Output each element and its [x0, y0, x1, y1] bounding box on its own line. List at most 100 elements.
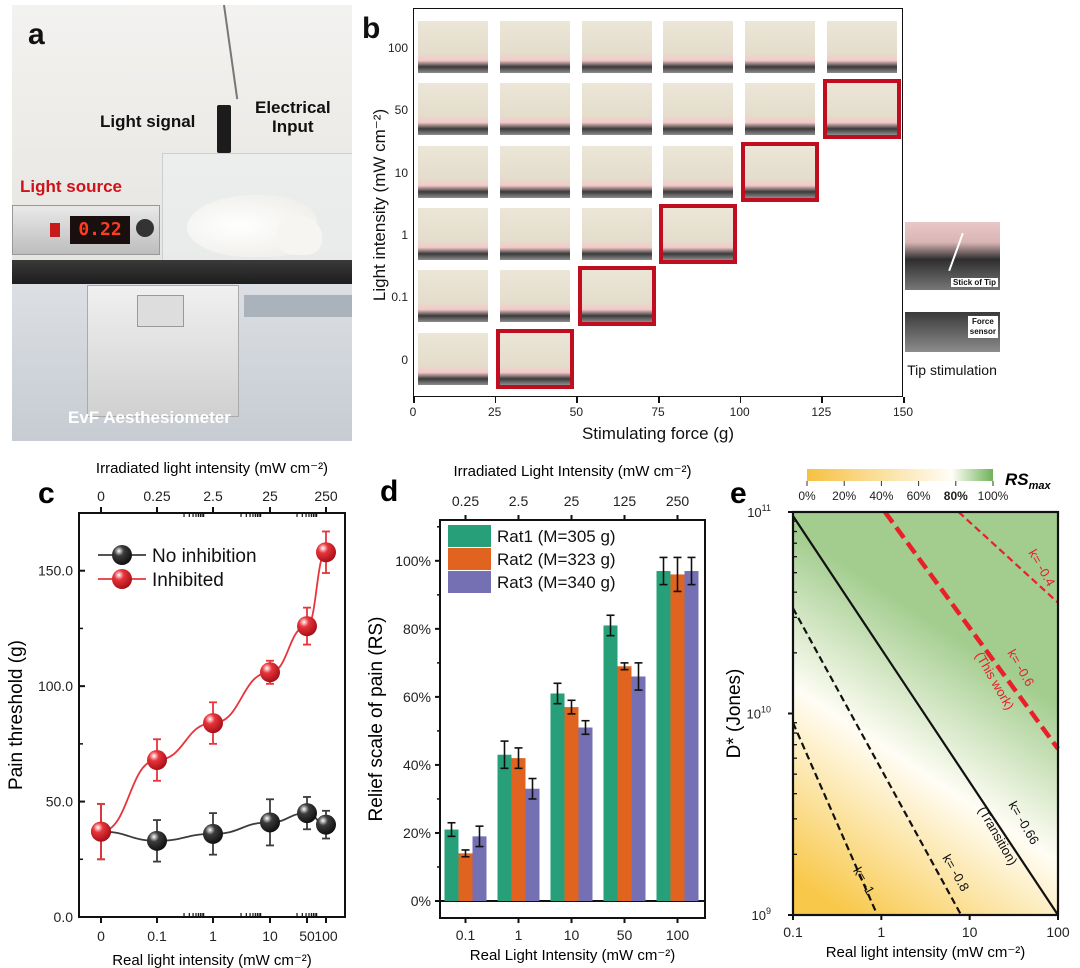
c-legend-label: No inhibition: [152, 546, 257, 567]
b-x-tick-mark: [903, 397, 905, 403]
d-legend-label: Rat3 (M=340 g): [497, 573, 616, 592]
c-y-tick-label: 150.0: [38, 563, 73, 579]
arrow-icon: [948, 232, 964, 272]
c-data-point: [297, 803, 317, 824]
e-y-tick-exponent: 10: [761, 705, 771, 715]
d-x-tick-label: 1: [515, 927, 523, 943]
b-y-tick-label: 0.1: [391, 290, 408, 305]
panel-letter-e: e: [730, 477, 747, 510]
c-x-tick-label: 0.1: [147, 928, 167, 944]
c-y-axis-title: Pain threshold (g): [6, 640, 27, 790]
b-x-tick-label: 75: [651, 405, 665, 419]
e-line-k-neg1: [791, 722, 879, 916]
b-x-axis-title: Stimulating force (g): [581, 424, 735, 443]
label-electrical-input-line1: Electrical: [255, 98, 331, 117]
d-y-axis-title: Relief scale of pain (RS): [366, 617, 387, 822]
c-x-axis-title: Real light intensity (mW cm⁻²): [112, 952, 312, 968]
d-x2-tick-label: 125: [613, 493, 637, 509]
c-x-tick-label: 1: [209, 928, 217, 944]
c-y-tick-label: 0.0: [54, 909, 74, 925]
light-source-device: [12, 205, 160, 255]
panel-letter-a: a: [28, 18, 45, 51]
c-x-tick-label: 100: [314, 928, 338, 944]
d-y-tick-label: 40%: [403, 757, 431, 773]
b-x-tick-label: 0: [409, 405, 417, 419]
inset-sensor-label-line2: sensor: [969, 327, 996, 336]
d-bar-3-2: [631, 676, 646, 901]
d-bar-2-2: [578, 727, 593, 901]
e-line-k-neg0_66: [792, 515, 1059, 916]
d-bar-0-2: [472, 836, 487, 901]
control-knob: [136, 219, 154, 237]
paw-thumbnail: [499, 21, 570, 73]
paw-thumbnail-threshold: [577, 266, 656, 327]
c-legend-marker: [112, 569, 132, 589]
d-legend-swatch: [448, 525, 491, 547]
d-y-tick-label: 80%: [403, 621, 431, 637]
c-data-point: [316, 542, 336, 563]
paw-thumbnail: [663, 21, 734, 73]
d-y-tick-label: 20%: [403, 825, 431, 841]
b-y-tick-label: 1: [401, 227, 408, 242]
paw-thumbnail: [499, 207, 570, 260]
b-x-tick-mark: [821, 397, 823, 403]
d-legend-swatch: [448, 571, 491, 593]
paw-thumbnail: [418, 21, 489, 73]
d-bar-4-1: [670, 574, 685, 901]
paw-thumbnail: [499, 270, 570, 323]
shelf: [12, 260, 352, 284]
d-bar-0-1: [458, 853, 473, 901]
paw-thumbnail: [581, 21, 652, 73]
e-line-k-neg0_6: [883, 510, 1060, 751]
paw-thumbnail: [744, 21, 815, 73]
label-electrical-input: Electrical Input: [255, 98, 331, 136]
e-colorbar-tick-label: 100%: [978, 489, 1009, 503]
e-colorbar-title: RSmax: [1005, 470, 1052, 492]
power-switch: [50, 223, 60, 237]
e-y-axis-title: D* (Jones): [724, 669, 745, 759]
b-x-tick-mark: [658, 397, 660, 403]
d-bar-3-0: [603, 625, 618, 901]
aesthesiometer-screen: [137, 295, 184, 327]
e-y-tick-exponent: 9: [766, 906, 771, 916]
c-data-point: [260, 812, 280, 833]
b-y-tick-label: 10: [394, 165, 408, 180]
e-line-k-neg0_4: [957, 511, 1059, 604]
paw-thumbnail: [581, 145, 652, 198]
d-x2-tick-label: 2.5: [509, 493, 529, 509]
e-x-tick-label: 1: [877, 924, 885, 940]
d-x2-tick-label: 25: [564, 493, 580, 509]
label-light-signal: Light signal: [100, 112, 196, 131]
light-sensor-probe: [217, 105, 231, 153]
paw-withdrawal-grid-frame: [413, 8, 903, 397]
d-bar-4-2: [684, 571, 699, 901]
d-y-tick-label: 0%: [411, 893, 431, 909]
e-x-tick-label: 100: [1046, 924, 1070, 940]
b-x-tick-mark: [494, 397, 497, 403]
paw-thumbnail: [744, 83, 815, 136]
c-x-tick-label: 10: [262, 928, 278, 944]
c-x2-axis-title: Irradiated light intensity (mW cm⁻²): [96, 460, 328, 477]
c-x2-tick-label: 2.5: [203, 488, 223, 504]
e-colorbar: [807, 469, 993, 481]
chart-c: c 0.0 50.0 100.0 150.0 0 0.1 1 10 50 100 0 0.25 2.5 25…: [6, 460, 346, 968]
d-y-tick-label: 60%: [403, 689, 431, 705]
paw-thumbnail-threshold: [822, 79, 901, 140]
label-aesthesiometer: EvF Aesthesiometer: [68, 408, 231, 427]
c-data-point: [203, 713, 223, 734]
paw-thumbnail: [418, 83, 489, 136]
b-x-tick-label: 100: [729, 405, 750, 419]
c-x2-tick-label: 250: [314, 488, 338, 504]
e-y-tick-label: 1011: [747, 503, 771, 520]
c-x-tick-label: 50: [299, 928, 315, 944]
paw-thumbnail: [663, 145, 734, 198]
d-x-tick-label: 50: [617, 927, 633, 943]
paw-thumbnail-threshold: [659, 203, 738, 264]
c-data-point: [147, 750, 167, 771]
c-data-point: [316, 814, 336, 835]
chart-d: d 0% 20% 40% 60% 80% 100% 0.1 0.25 1 2.5 10 25 50 125 1…: [366, 463, 706, 964]
paw-thumbnail: [581, 207, 652, 260]
d-x-tick-label: 0.1: [456, 927, 476, 943]
d-legend-swatch: [448, 548, 491, 570]
